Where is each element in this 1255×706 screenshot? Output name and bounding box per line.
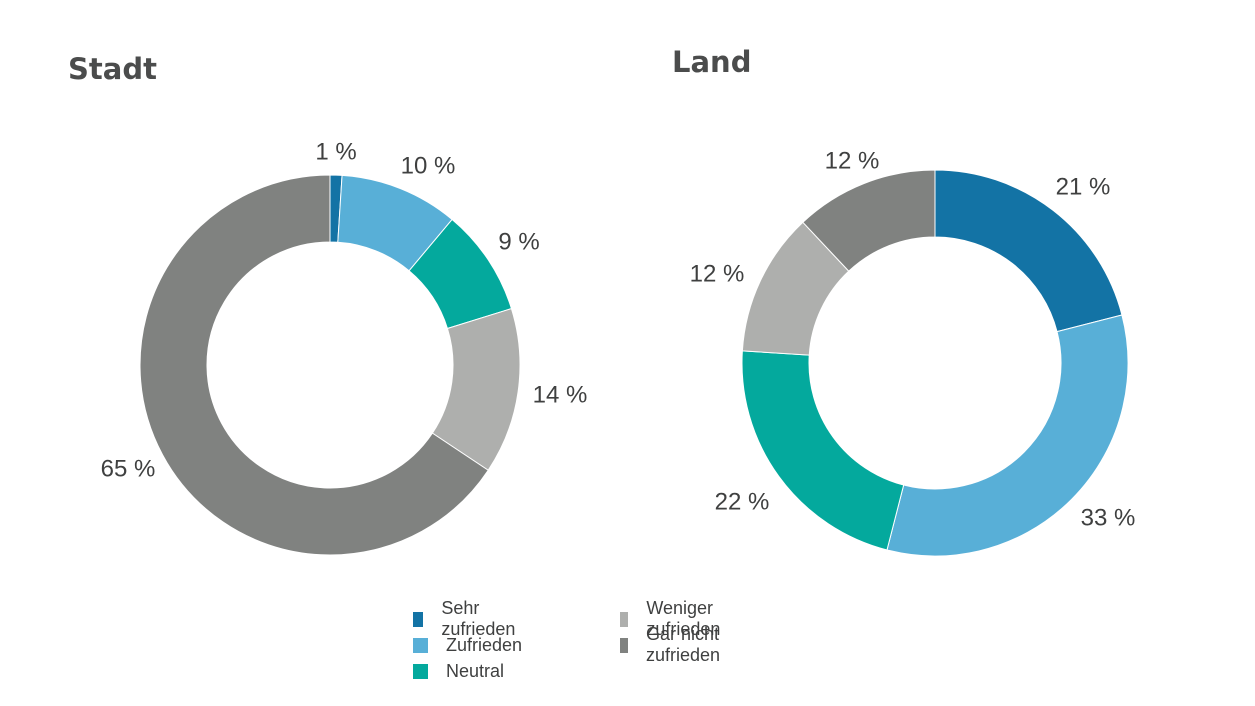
legend-label: Weniger zufrieden: [646, 598, 721, 639]
data-label-neutral: 22 %: [715, 489, 770, 516]
chart-title-land: Land: [672, 45, 752, 79]
legend-swatch: [413, 611, 424, 627]
legend-swatch: [620, 611, 629, 627]
legend-swatch: [620, 637, 628, 653]
slice-neutral: [741, 350, 905, 551]
data-label-sehr-zufrieden: 1 %: [315, 139, 356, 166]
slice-gar-nicht-zufrieden: [802, 169, 936, 272]
data-label-zufrieden: 33 %: [1081, 505, 1136, 532]
legend-column-right: Weniger zufrieden Gar nicht zufrieden: [620, 598, 727, 665]
legend-label: Sehr zufrieden: [441, 598, 516, 639]
legend-label: Zufrieden: [446, 634, 523, 655]
data-label-gar-nicht-zufrieden: 65 %: [101, 456, 156, 483]
legend-item-sehr-zufrieden: Sehr zufrieden: [413, 598, 522, 639]
legend-item-zufrieden: Zufrieden: [413, 632, 522, 658]
donut-land: 21 % 33 % 22 % 12 % 12 %: [690, 148, 1136, 557]
legend-item-gar-nicht-zufrieden: Gar nicht zufrieden: [620, 624, 727, 665]
data-label-sehr-zufrieden: 21 %: [1056, 174, 1111, 201]
data-label-weniger-zufrieden: 12 %: [690, 261, 745, 288]
legend-item-weniger-zufrieden: Weniger zufrieden: [620, 598, 727, 639]
donut-stadt: 1 % 10 % 9 % 14 % 65 %: [101, 139, 588, 556]
chart-title-stadt: Stadt: [68, 52, 157, 86]
data-label-neutral: 9 %: [498, 229, 539, 256]
data-label-zufrieden: 10 %: [401, 153, 456, 180]
legend-swatch: [413, 663, 428, 679]
slice-gar-nicht-zufrieden: [139, 174, 489, 556]
legend-swatch: [413, 637, 428, 653]
slice-zufrieden: [886, 314, 1129, 557]
data-label-gar-nicht-zufrieden: 12 %: [825, 148, 880, 175]
legend-item-neutral: Neutral: [413, 658, 522, 684]
legend-label: Neutral: [446, 660, 505, 681]
legend-label: Gar nicht zufrieden: [646, 624, 721, 665]
data-label-weniger-zufrieden: 14 %: [533, 382, 588, 409]
legend-column-left: Sehr zufrieden Zufrieden Neutral: [413, 598, 522, 684]
